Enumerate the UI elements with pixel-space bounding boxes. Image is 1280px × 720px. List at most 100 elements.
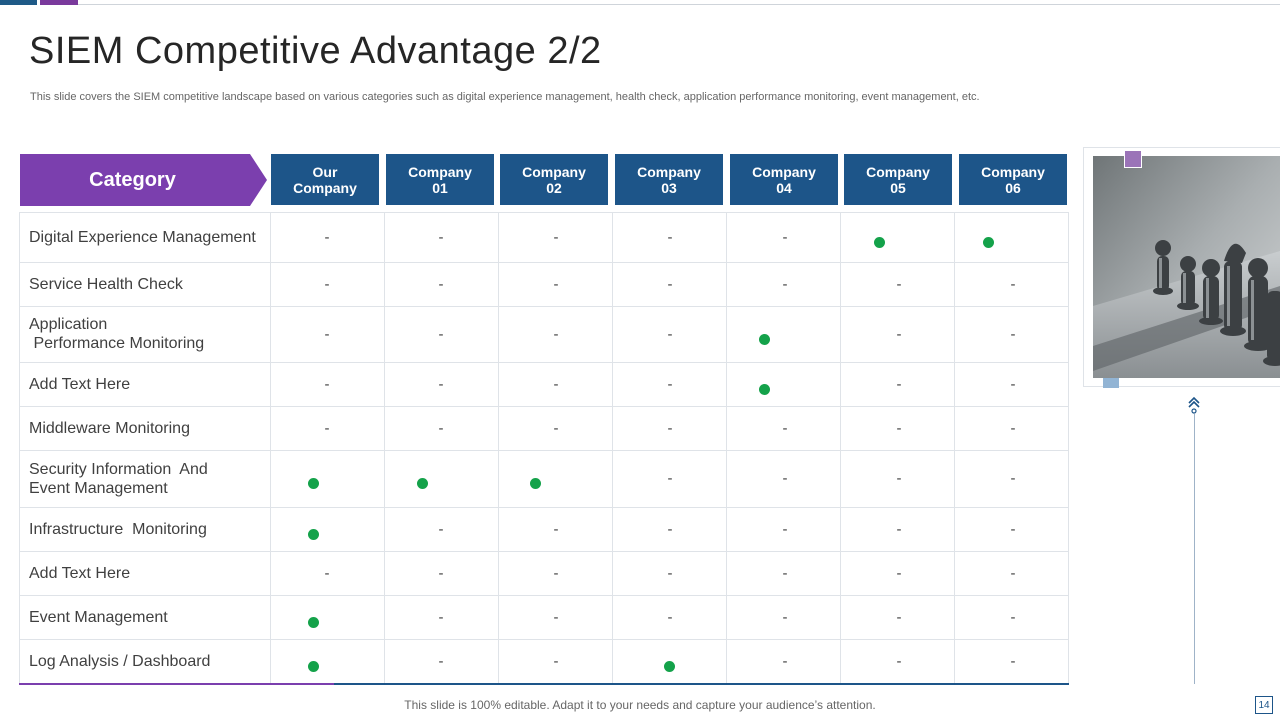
dash-mark: - <box>1010 275 1016 293</box>
not-available-dash: - <box>775 418 795 438</box>
dash-mark: - <box>667 325 673 343</box>
dash-mark: - <box>1010 325 1016 343</box>
column-divider <box>954 212 955 684</box>
dash-mark: - <box>553 325 559 343</box>
not-available-dash: - <box>431 324 451 344</box>
row-divider <box>19 507 1069 508</box>
column-header-line: Company <box>293 179 357 196</box>
column-header-line: Our <box>312 163 338 180</box>
column-divider <box>498 212 499 684</box>
not-available-dash: - <box>660 607 680 627</box>
dash-mark: - <box>324 419 330 437</box>
not-available-dash: - <box>775 469 795 489</box>
not-available-dash: - <box>775 274 795 294</box>
not-available-dash: - <box>1003 651 1023 671</box>
double-chevron-up-icon <box>1188 396 1200 414</box>
availability-dot <box>978 232 998 252</box>
not-available-dash: - <box>660 274 680 294</box>
not-available-dash: - <box>546 563 566 583</box>
not-available-dash: - <box>431 227 451 247</box>
dash-mark: - <box>896 375 902 393</box>
row-label: Application Performance Monitoring <box>29 316 205 352</box>
dash-mark: - <box>438 375 444 393</box>
not-available-dash: - <box>889 418 909 438</box>
dash-mark: - <box>1010 520 1016 538</box>
column-header-line: 02 <box>546 179 562 196</box>
dash-mark: - <box>896 419 902 437</box>
dash-mark: - <box>667 375 673 393</box>
not-available-dash: - <box>660 519 680 539</box>
dash-mark: - <box>1010 375 1016 393</box>
not-available-dash: - <box>546 374 566 394</box>
not-available-dash: - <box>546 418 566 438</box>
green-dot-icon <box>758 333 770 345</box>
photo-connector-line <box>1194 414 1195 684</box>
not-available-dash: - <box>889 607 909 627</box>
not-available-dash: - <box>889 374 909 394</box>
not-available-dash: - <box>431 519 451 539</box>
dash-mark: - <box>553 375 559 393</box>
dash-mark: - <box>553 419 559 437</box>
not-available-dash: - <box>317 563 337 583</box>
not-available-dash: - <box>431 607 451 627</box>
row-divider <box>19 306 1069 307</box>
not-available-dash: - <box>660 374 680 394</box>
dash-mark: - <box>553 564 559 582</box>
dash-mark: - <box>553 228 559 246</box>
not-available-dash: - <box>431 374 451 394</box>
dash-mark: - <box>1010 652 1016 670</box>
dash-mark: - <box>324 275 330 293</box>
dash-mark: - <box>896 520 902 538</box>
green-dot-icon <box>307 660 319 672</box>
not-available-dash: - <box>546 227 566 247</box>
green-dot-icon <box>416 478 428 489</box>
column-header-5: Company 05 <box>844 154 952 205</box>
dash-mark: - <box>438 520 444 538</box>
column-header-2: Company 02 <box>500 154 608 205</box>
category-header-label: Category <box>89 168 176 191</box>
row-divider <box>19 450 1069 451</box>
dash-mark: - <box>782 228 788 246</box>
not-available-dash: - <box>889 651 909 671</box>
availability-dot <box>303 524 323 544</box>
column-divider <box>612 212 613 684</box>
green-dot-icon <box>307 616 319 628</box>
not-available-dash: - <box>1003 274 1023 294</box>
availability-dot <box>754 329 774 349</box>
column-header-line: Company <box>866 163 930 180</box>
dash-mark: - <box>438 228 444 246</box>
dash-mark: - <box>667 608 673 626</box>
row-divider <box>19 362 1069 363</box>
not-available-dash: - <box>1003 563 1023 583</box>
green-dot-icon <box>307 528 319 540</box>
dash-mark: - <box>438 275 444 293</box>
availability-dot <box>412 474 432 494</box>
availability-dot <box>525 474 545 494</box>
not-available-dash: - <box>1003 324 1023 344</box>
not-available-dash: - <box>889 469 909 489</box>
dash-mark: - <box>782 419 788 437</box>
column-header-1: Company 01 <box>386 154 494 205</box>
column-divider <box>270 212 271 684</box>
not-available-dash: - <box>431 563 451 583</box>
not-available-dash: - <box>546 607 566 627</box>
column-header-4: Company 04 <box>730 154 838 205</box>
dash-mark: - <box>438 325 444 343</box>
dash-mark: - <box>324 325 330 343</box>
dash-mark: - <box>553 652 559 670</box>
column-header-line: Company <box>752 163 816 180</box>
not-available-dash: - <box>431 651 451 671</box>
dash-mark: - <box>896 325 902 343</box>
dash-mark: - <box>896 470 902 487</box>
not-available-dash: - <box>317 274 337 294</box>
not-available-dash: - <box>775 519 795 539</box>
dash-mark: - <box>896 275 902 293</box>
not-available-dash: - <box>431 418 451 438</box>
page-number: 14 <box>1255 696 1273 714</box>
row-divider <box>19 262 1069 263</box>
dash-mark: - <box>667 228 673 246</box>
dash-mark: - <box>782 608 788 626</box>
not-available-dash: - <box>1003 374 1023 394</box>
column-divider <box>384 212 385 684</box>
column-header-6: Company 06 <box>959 154 1067 205</box>
